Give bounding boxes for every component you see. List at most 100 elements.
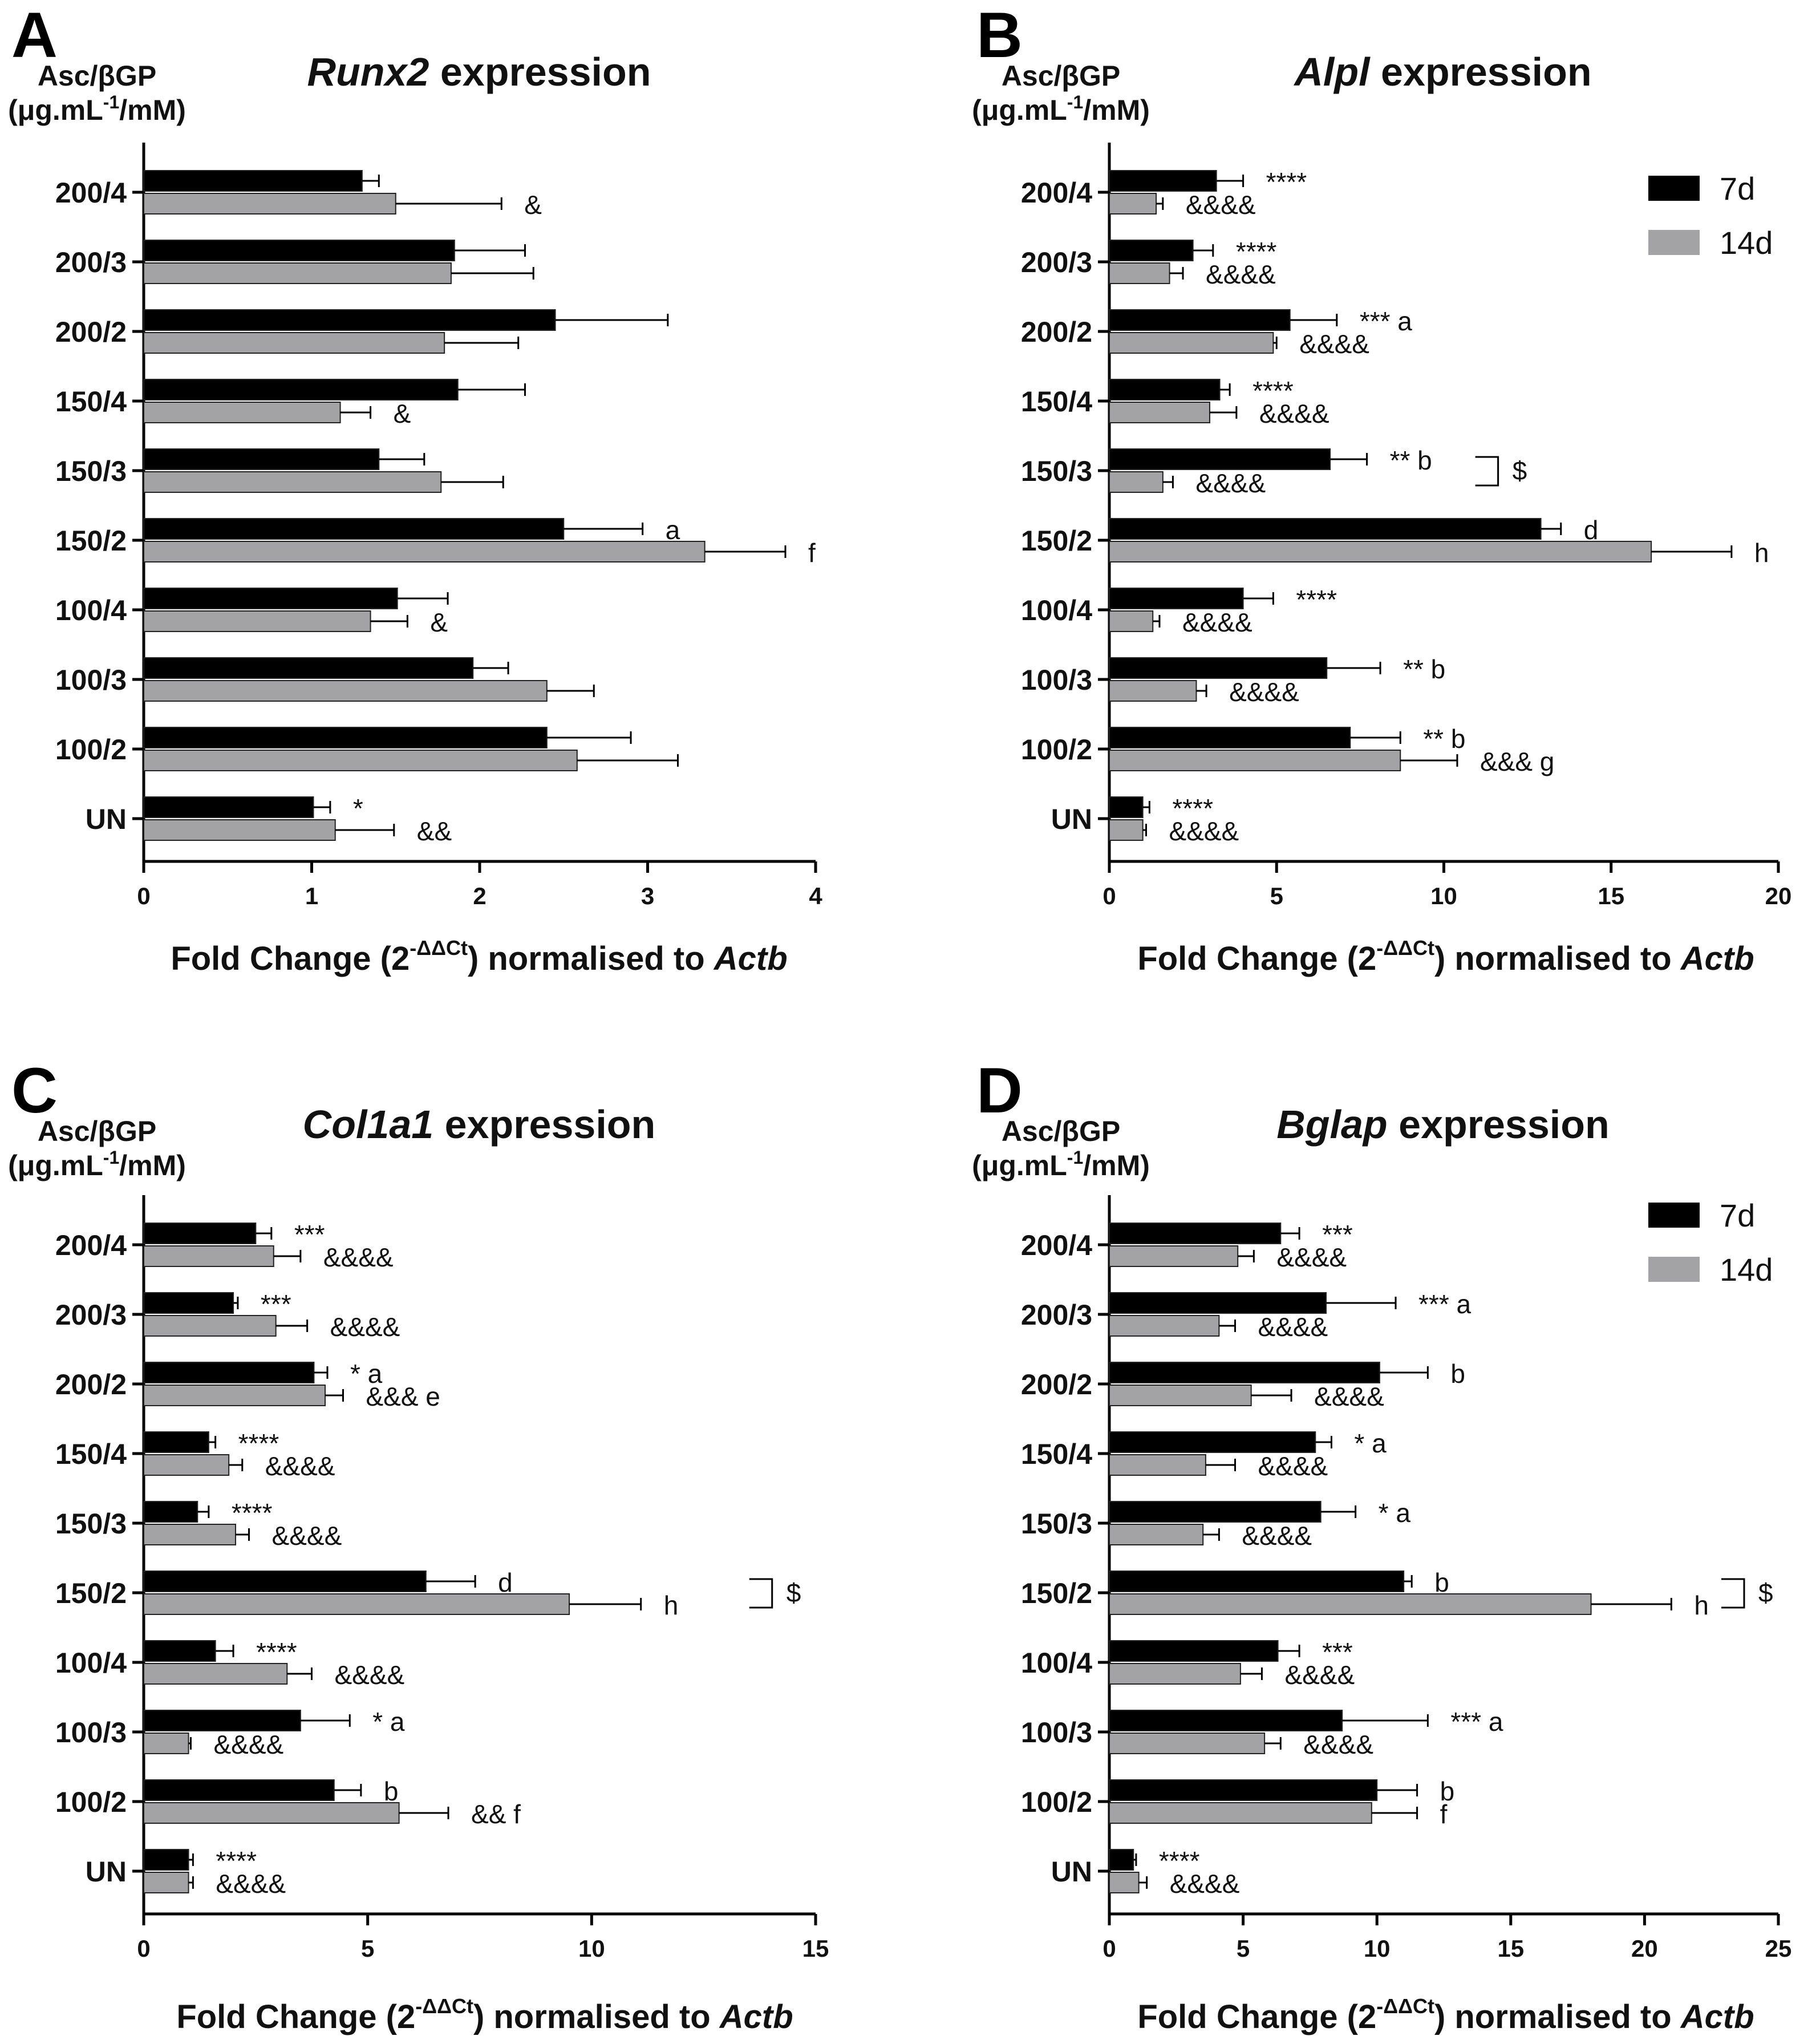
significance-annotation: &&&& <box>213 1730 283 1759</box>
significance-annotation: a <box>666 515 680 545</box>
x-tick-label: 4 <box>809 883 822 909</box>
bar-14d <box>143 1315 277 1337</box>
category-label: 150/3 <box>55 1508 127 1540</box>
bar-7d <box>1109 588 1244 609</box>
significance-annotation: ** b <box>1403 654 1445 684</box>
significance-annotation: h <box>1754 538 1769 568</box>
significance-annotation: *** a <box>1418 1289 1471 1319</box>
bar-14d <box>143 1872 189 1893</box>
significance-annotation: &&&& <box>1242 1521 1312 1551</box>
significance-annotation: h <box>664 1590 679 1620</box>
significance-annotation: b <box>1450 1359 1465 1389</box>
category-label: 100/4 <box>55 594 127 626</box>
category-label: 200/3 <box>55 1299 127 1331</box>
bar-14d <box>1109 471 1164 493</box>
significance-annotation: * <box>353 794 363 823</box>
bar-7d <box>143 1362 315 1383</box>
x-tick-label: 10 <box>1364 1935 1391 1962</box>
bracket-label: $ <box>787 1578 801 1608</box>
category-label: 200/2 <box>55 316 127 348</box>
significance-annotation: **** <box>216 1846 257 1876</box>
bar-14d <box>1109 1524 1204 1545</box>
y-axis-label-line2: (μg.mL-1/mM) <box>8 1147 186 1181</box>
bar-7d <box>143 379 459 400</box>
bar-14d <box>143 1385 326 1406</box>
bar-7d <box>1109 1571 1405 1592</box>
significance-annotation: f <box>808 538 816 568</box>
significance-annotation: * a <box>350 1359 383 1389</box>
significance-annotation: &&&& <box>216 1869 286 1899</box>
category-label: 200/3 <box>55 246 127 278</box>
bar-14d <box>143 680 548 702</box>
bar-14d <box>143 1593 570 1615</box>
legend-label-7d: 7d <box>1720 171 1755 207</box>
bar-7d <box>1109 1640 1279 1662</box>
significance-bracket <box>749 1578 773 1609</box>
x-axis-label: Fold Change (2-ΔΔCt) normalised to Actb <box>1137 1994 1754 2035</box>
panel-letter: C <box>11 1055 58 1126</box>
bar-14d <box>143 1454 230 1476</box>
significance-annotation: &&&& <box>335 1660 405 1690</box>
panel-c: C Col1a1 expression Asc/βGP(μg.mL-1/mM) 0 5 1… <box>8 1055 829 2035</box>
category-label: 150/2 <box>1021 525 1092 557</box>
bar-7d <box>1109 518 1542 540</box>
bar-7d <box>143 727 548 748</box>
bar-14d <box>1109 541 1652 562</box>
x-tick-label: 20 <box>1631 1935 1658 1962</box>
significance-annotation: &&&& <box>1195 468 1266 498</box>
bar-14d <box>1109 1593 1592 1615</box>
y-axis-label-line2: (μg.mL-1/mM) <box>8 92 186 126</box>
x-tick-label: 2 <box>473 883 486 909</box>
category-label: 100/4 <box>1021 594 1092 626</box>
significance-annotation: &&&& <box>1258 1312 1328 1342</box>
significance-annotation: b <box>1434 1568 1449 1597</box>
bar-7d <box>1109 727 1351 748</box>
bar-14d <box>143 750 578 771</box>
bar-7d <box>143 1710 301 1731</box>
bar-7d <box>1109 1849 1134 1871</box>
significance-annotation: &&&& <box>1284 1660 1355 1690</box>
bar-14d <box>143 471 442 493</box>
panel-letter: B <box>976 0 1023 71</box>
significance-annotation: b <box>384 1776 399 1806</box>
bar-7d <box>1109 1710 1343 1731</box>
bar-14d <box>143 332 445 354</box>
significance-annotation: &&&& <box>1299 329 1369 359</box>
panel-b: B Alpl expression Asc/βGP(μg.mL-1/mM) 0 5 10 1… <box>972 0 1791 977</box>
significance-annotation: &&& g <box>1480 747 1554 776</box>
significance-annotation: &&&& <box>1259 399 1329 428</box>
category-label: 100/2 <box>55 1786 127 1818</box>
x-tick-label: 5 <box>1237 1935 1250 1962</box>
x-axis-label: Fold Change (2-ΔΔCt) normalised to Actb <box>176 1994 793 2035</box>
category-label: 200/3 <box>1021 246 1092 278</box>
y-axis-label-line2: (μg.mL-1/mM) <box>972 92 1150 126</box>
bar-7d <box>1109 170 1217 192</box>
bar-7d <box>1109 1501 1322 1523</box>
x-tick-label: 15 <box>1598 883 1624 909</box>
category-label: 150/2 <box>55 525 127 557</box>
category-label: 200/2 <box>55 1369 127 1401</box>
significance-annotation: &&& e <box>366 1382 440 1411</box>
bar-7d <box>1109 309 1291 331</box>
bar-7d <box>143 1223 257 1244</box>
chart-title: Alpl expression <box>1293 50 1591 94</box>
x-tick-label: 15 <box>802 1935 829 1962</box>
bar-7d <box>1109 657 1328 679</box>
significance-annotation: &&&& <box>1206 260 1276 289</box>
bar-7d <box>1109 1292 1327 1314</box>
bar-7d <box>1109 1362 1380 1383</box>
bar-14d <box>1109 1872 1140 1893</box>
bar-7d <box>143 1849 189 1871</box>
bar-14d <box>1109 1454 1206 1476</box>
category-label: 100/2 <box>1021 734 1092 766</box>
significance-annotation: **** <box>1236 237 1277 266</box>
y-axis-label-line1: Asc/βGP <box>38 60 156 92</box>
bar-14d <box>1109 193 1157 214</box>
bar-14d <box>1109 610 1154 632</box>
x-tick-label: 5 <box>1270 883 1283 909</box>
panel-a: A Runx2 expression Asc/βGP(μg.mL-1/mM) 0 1 2 3… <box>8 0 822 977</box>
legend-swatch-7d <box>1648 1203 1700 1228</box>
significance-annotation: & <box>394 399 411 428</box>
bar-7d <box>143 1640 216 1662</box>
